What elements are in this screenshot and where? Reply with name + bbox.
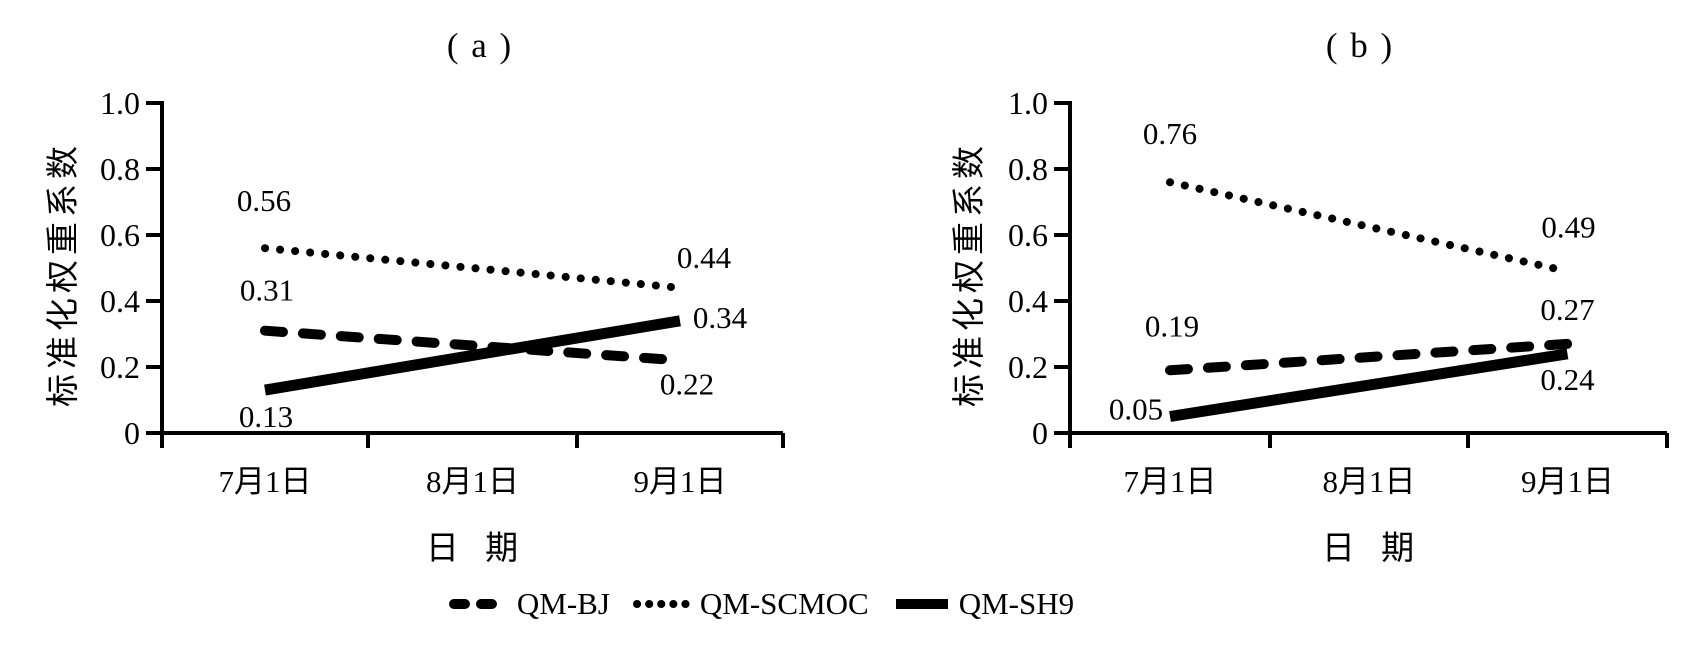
y-tick-label-b: 0.8: [1008, 151, 1048, 187]
x-tick-label-b: 7月1日: [1124, 464, 1217, 499]
y-tick-label-b: 1.0: [1008, 85, 1048, 121]
series-line-qm-sh9: [264, 315, 681, 396]
solid-line-sample-icon: [895, 599, 948, 609]
panel-b-x-axis-label: 日 期: [1321, 531, 1415, 567]
legend-items: QM-BJ QM-SCMOC QM-SH9: [448, 586, 1074, 622]
legend-item-qm-bj: QM-BJ: [448, 586, 610, 622]
panel-a-title: ( a ): [446, 26, 514, 65]
data-label-qm-sh9: 0.24: [1540, 362, 1595, 397]
panel-b-title: ( b ): [1325, 26, 1395, 65]
data-label-qm-bj: 0.19: [1145, 308, 1199, 343]
series-line-qm-bj: [260, 325, 685, 366]
data-label-qm-scmoc: 0.44: [677, 240, 732, 275]
dotted-line-sample-icon: [632, 600, 693, 608]
legend-item-label: QM-SH9: [958, 586, 1075, 621]
panel-b-y-axis-label: 标准化权重系数: [952, 141, 988, 407]
series-line-qm-sh9: [1169, 348, 1569, 422]
data-label-qm-sh9: 0.34: [693, 300, 748, 335]
y-tick-label-a: 0.4: [100, 283, 140, 319]
y-tick-label-b: 0.2: [1008, 349, 1048, 385]
series-line-qm-scmoc: [261, 244, 684, 292]
series-line-qm-bj: [1165, 338, 1573, 376]
data-label-qm-scmoc: 0.49: [1541, 209, 1595, 244]
y-tick-label-a: 0.8: [100, 151, 140, 187]
y-tick-label-a: 0: [124, 415, 140, 451]
x-tick-label-a: 9月1日: [634, 464, 727, 499]
panel-a-x-axis-label: 日 期: [425, 531, 519, 567]
x-tick-label-b: 9月1日: [1521, 464, 1614, 499]
data-label-qm-sh9: 0.05: [1109, 392, 1163, 427]
data-label-qm-bj: 0.27: [1540, 292, 1594, 327]
dashed-line-sample-icon: [448, 599, 511, 609]
legend-item-qm-sh9: QM-SH9: [891, 586, 1074, 622]
panel-a-y-axis-label: 标准化权重系数: [46, 141, 82, 407]
series-line-qm-scmoc: [1166, 178, 1572, 276]
legend-item-label: QM-BJ: [516, 586, 610, 621]
data-label-qm-scmoc: 0.56: [237, 183, 291, 218]
x-tick-label-a: 7月1日: [219, 464, 312, 499]
legend-item-label: QM-SCMOC: [699, 586, 869, 621]
data-label-qm-sh9: 0.13: [239, 399, 293, 434]
data-label-qm-bj: 0.22: [660, 366, 714, 401]
x-tick-label-a: 8月1日: [426, 464, 519, 499]
data-label-qm-bj: 0.31: [240, 273, 294, 308]
y-tick-label-a: 0.2: [100, 349, 140, 385]
y-tick-label-b: 0.6: [1008, 217, 1048, 253]
x-tick-label-b: 8月1日: [1323, 464, 1416, 499]
data-label-qm-scmoc: 0.76: [1143, 116, 1197, 151]
y-tick-label-a: 0.6: [100, 217, 140, 253]
legend: QM-BJ QM-SCMOC QM-SH9: [0, 586, 1707, 622]
y-tick-label-a: 1.0: [100, 85, 140, 121]
legend-item-qm-scmoc: QM-SCMOC: [632, 586, 869, 622]
y-tick-label-b: 0.4: [1008, 283, 1048, 319]
y-tick-label-b: 0: [1032, 415, 1048, 451]
